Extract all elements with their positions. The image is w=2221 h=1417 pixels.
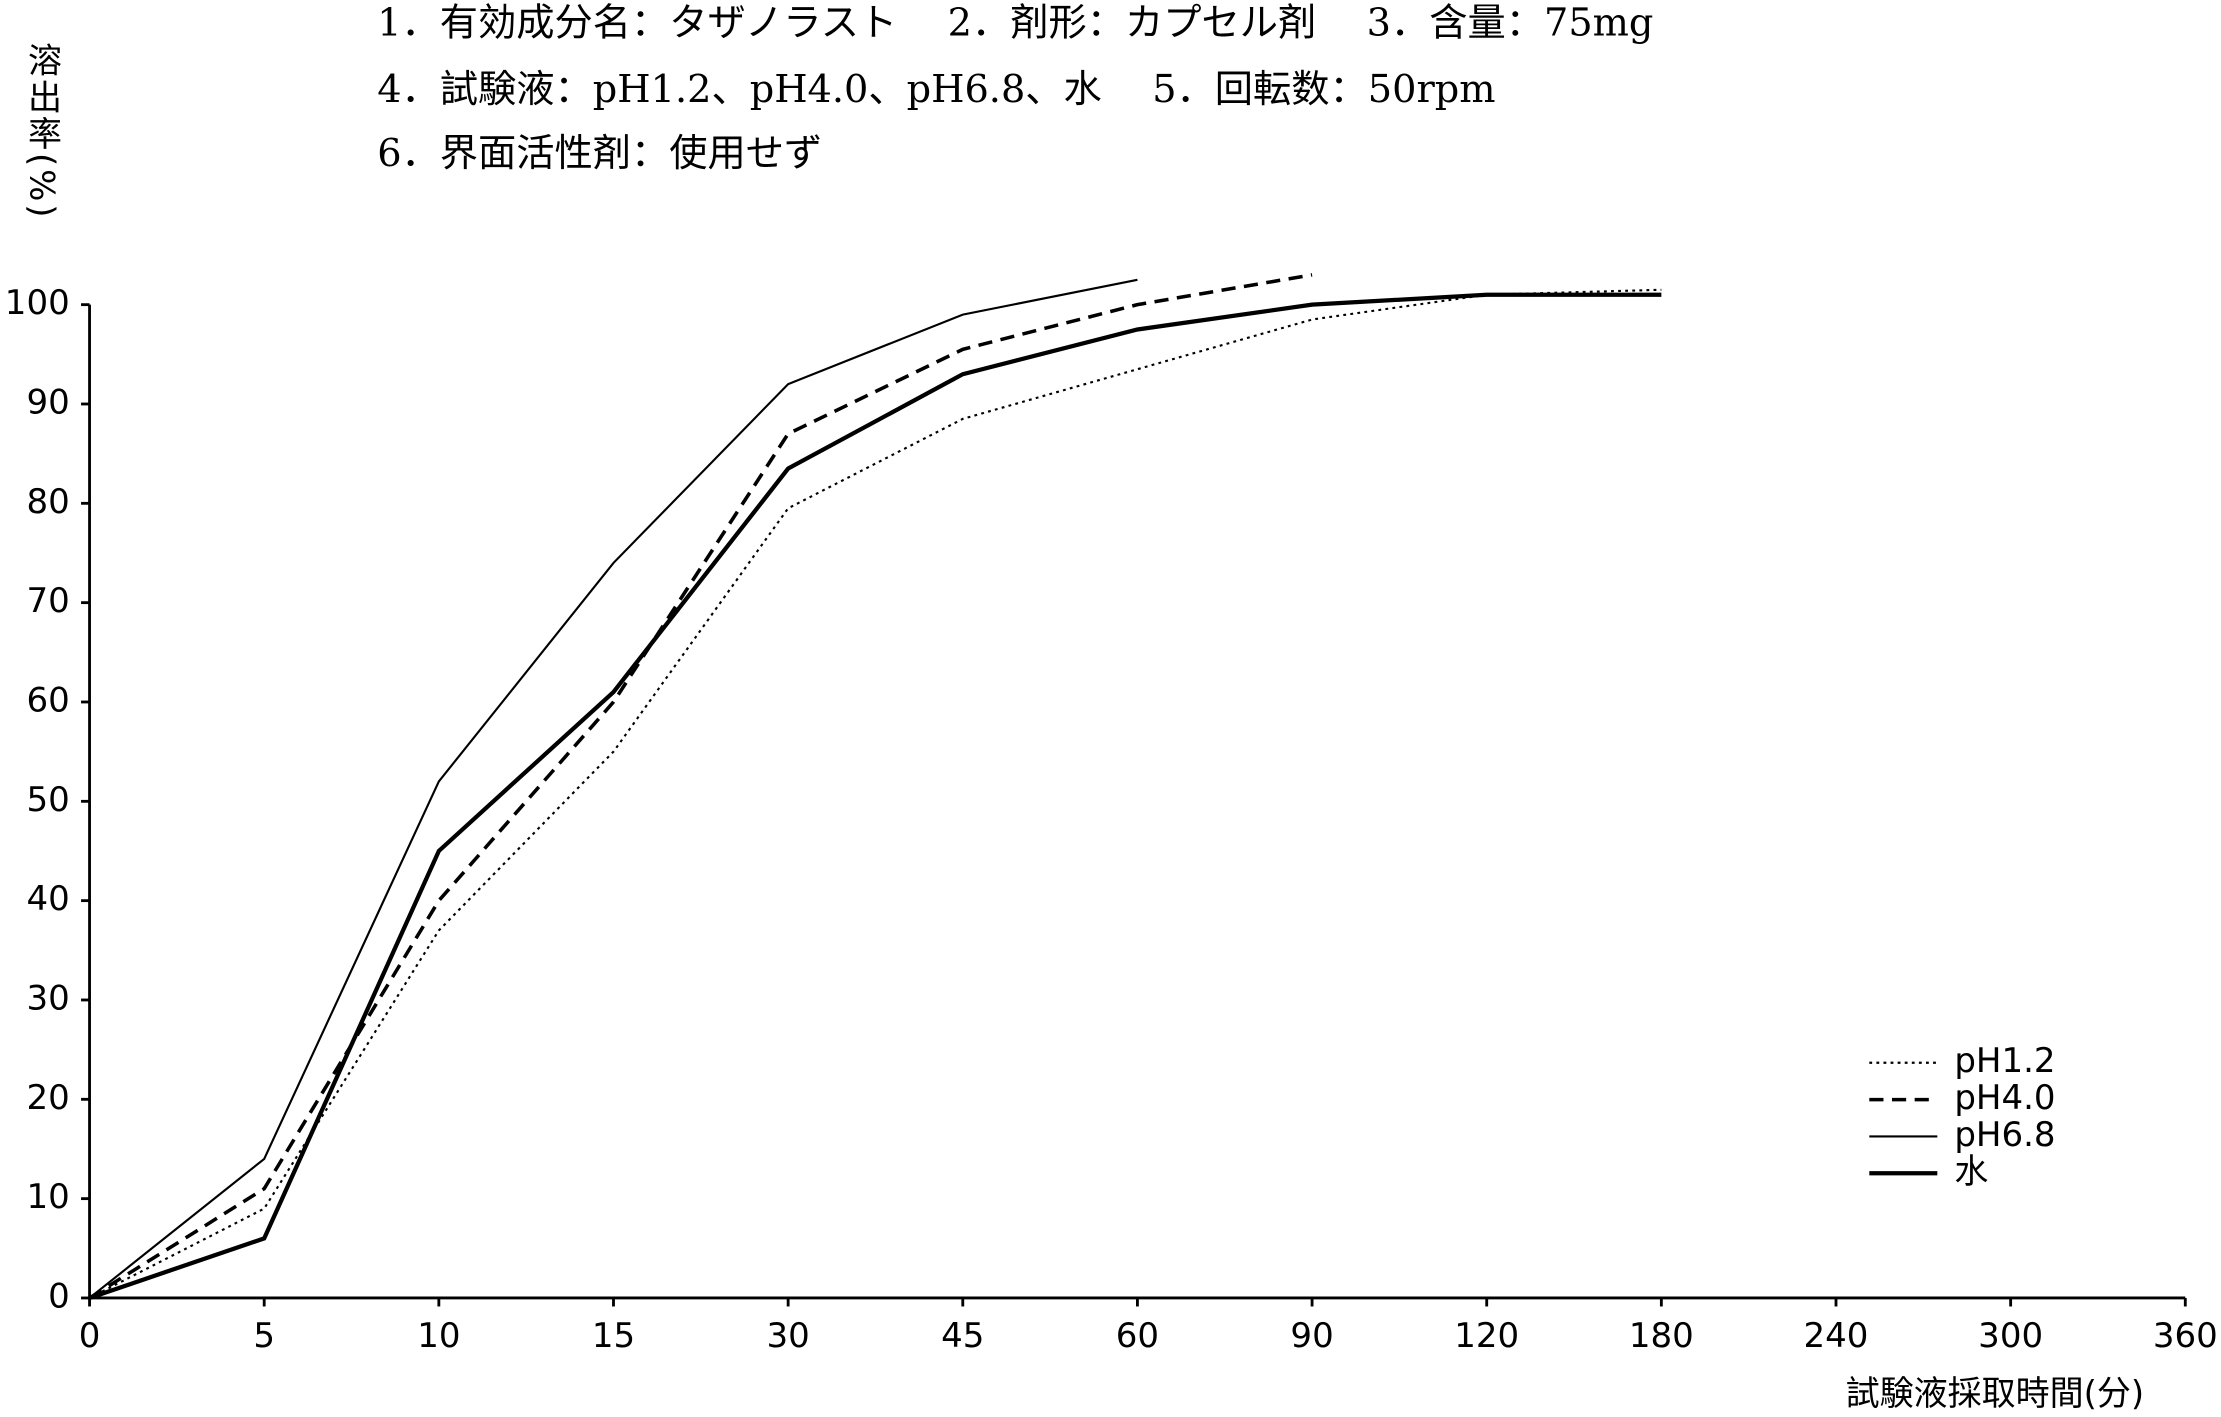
title-line: 4．試験液：pH1.2、pH4.0、pH6.8、水 5．回転数：50rpm xyxy=(377,67,1495,112)
y-tick-label: 90 xyxy=(26,382,69,422)
x-axis-label: 試験液採取時間(分) xyxy=(1846,1374,2145,1414)
x-tick-label: 0 xyxy=(79,1316,101,1356)
legend-label: pH4.0 xyxy=(1954,1078,2055,1118)
y-tick-label: 10 xyxy=(26,1177,69,1217)
x-tick-label: 5 xyxy=(253,1316,275,1356)
title-line: 1．有効成分名：タザノラスト 2．剤形：カプセル剤 3．含量：75mg xyxy=(377,1,1653,46)
series-line xyxy=(88,273,1313,1300)
x-tick-label: 30 xyxy=(766,1316,809,1356)
series-line xyxy=(88,292,1662,1300)
x-tick-label: 45 xyxy=(941,1316,984,1356)
y-tick-label: 50 xyxy=(26,780,69,820)
x-tick-label: 120 xyxy=(1454,1316,1519,1356)
y-tick-label: 40 xyxy=(26,879,69,919)
y-tick-label: 70 xyxy=(26,581,69,621)
x-tick-label: 240 xyxy=(1804,1316,1869,1356)
x-tick-label: 180 xyxy=(1629,1316,1694,1356)
x-tick-label: 90 xyxy=(1290,1316,1333,1356)
legend-label: pH1.2 xyxy=(1954,1041,2055,1081)
y-tick-label: 30 xyxy=(26,978,69,1018)
y-tick-label: 0 xyxy=(48,1276,70,1316)
title-line: 6．界面活性剤：使用せず xyxy=(377,131,822,176)
legend-label: pH6.8 xyxy=(1954,1115,2055,1155)
series-line xyxy=(89,288,1662,1299)
y-tick-label: 80 xyxy=(26,482,69,522)
y-tick-label: 100 xyxy=(5,283,70,323)
y-tick-label: 60 xyxy=(26,680,69,720)
y-tick-label: 20 xyxy=(26,1078,69,1118)
legend-label: 水 xyxy=(1954,1152,1988,1192)
x-tick-label: 15 xyxy=(592,1316,635,1356)
x-tick-label: 300 xyxy=(1978,1316,2043,1356)
y-axis-label: 溶出率(%) xyxy=(21,42,61,220)
series-line xyxy=(88,278,1138,1299)
x-tick-label: 360 xyxy=(2153,1316,2218,1356)
x-tick-label: 10 xyxy=(417,1316,460,1356)
x-tick-label: 60 xyxy=(1116,1316,1159,1356)
